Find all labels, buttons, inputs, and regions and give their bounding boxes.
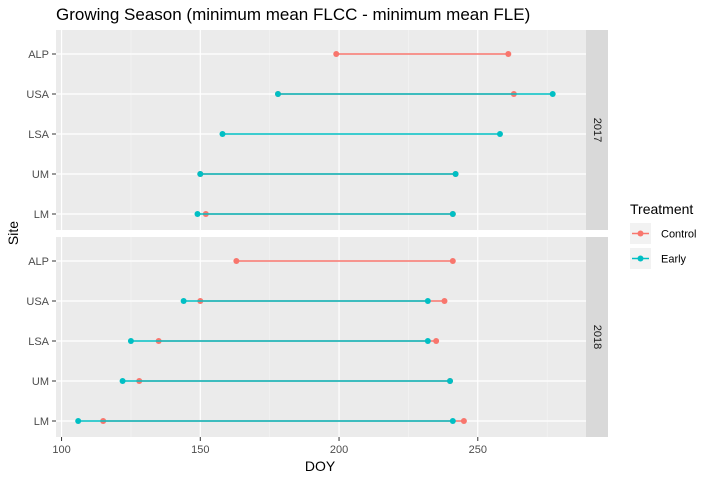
dumbbell-end-point — [449, 418, 456, 424]
facet-panel-2017: ALP USA LSA UM LM 2017 — [26, 30, 608, 230]
y-tick-label: ALP — [28, 49, 49, 61]
panel-background — [56, 30, 586, 230]
chart-title: Growing Season (minimum mean FLCC - mini… — [56, 5, 530, 24]
dumbbell-end-point — [447, 378, 454, 384]
dumbbell-end-point — [424, 298, 431, 304]
x-tick-label: 150 — [191, 444, 209, 456]
y-tick-label: USA — [26, 296, 49, 308]
dumbbell-alp-control — [233, 258, 456, 264]
legend-entry-early: Early — [630, 248, 687, 269]
y-tick-label: LM — [34, 416, 49, 428]
dumbbell-um-early — [197, 171, 459, 177]
y-tick-label: UM — [32, 376, 49, 388]
y-tick-label: LSA — [28, 129, 49, 141]
dumbbell-start-point — [75, 418, 82, 424]
dumbbell-lm-early — [75, 418, 456, 424]
legend-key-point — [637, 230, 644, 237]
panel-background — [56, 237, 586, 437]
dumbbell-end-point — [496, 131, 503, 137]
facet-strip — [586, 30, 608, 230]
dumbbell-start-point — [333, 51, 340, 57]
y-tick-label: LSA — [28, 336, 49, 348]
legend-label: Early — [661, 254, 687, 266]
dumbbell-end-point — [452, 171, 459, 177]
dumbbell-start-point — [197, 171, 204, 177]
dumbbell-end-point — [449, 211, 456, 217]
dumbbell-alp-control — [333, 51, 512, 57]
dumbbell-start-point — [119, 378, 126, 384]
dumbbell-start-point — [233, 258, 240, 264]
y-axis-title: Site — [5, 221, 21, 245]
dumbbell-end-point — [449, 258, 456, 264]
facet-strip-label: 2017 — [591, 118, 603, 142]
dumbbell-end-point — [460, 418, 467, 424]
legend-key-point — [637, 255, 644, 262]
legend-title: Treatment — [630, 201, 693, 217]
dumbbell-start-point — [127, 338, 134, 344]
x-axis-title: DOY — [305, 458, 336, 474]
dumbbell-end-point — [441, 298, 448, 304]
facet-strip — [586, 237, 608, 437]
y-tick-label: UM — [32, 169, 49, 181]
dumbbell-usa-early — [180, 298, 431, 304]
y-tick-label: LM — [34, 209, 49, 221]
x-tick-label: 200 — [330, 444, 348, 456]
dumbbell-start-point — [274, 91, 281, 97]
x-tick-label: 250 — [469, 444, 487, 456]
y-tick-label: ALP — [28, 256, 49, 268]
legend-entry-control: Control — [630, 223, 696, 244]
legend-label: Control — [661, 229, 696, 241]
dumbbell-usa-early — [274, 91, 556, 97]
x-axis: 100 150 200 250 — [52, 437, 487, 456]
dumbbell-start-point — [194, 211, 201, 217]
y-tick-label: USA — [26, 89, 49, 101]
dumbbell-end-point — [433, 338, 440, 344]
facet-panel-2018: ALP USA LSA UM LM 2018 — [26, 237, 608, 437]
dumbbell-start-point — [180, 298, 187, 304]
dumbbell-lm-early — [194, 211, 456, 217]
dumbbell-end-point — [424, 338, 431, 344]
legend: Treatment Control Early — [630, 201, 696, 269]
dumbbell-lsa-early — [219, 131, 503, 137]
x-tick-label: 100 — [52, 444, 70, 456]
dumbbell-end-point — [549, 91, 556, 97]
dumbbell-end-point — [505, 51, 512, 57]
dumbbell-um-early — [119, 378, 454, 384]
facet-panels: ALP USA LSA UM LM 2017 ALP USA LSA UM LM 2018 — [26, 30, 608, 437]
dumbbell-start-point — [219, 131, 226, 137]
dumbbell-lsa-early — [127, 338, 431, 344]
facet-strip-label: 2018 — [591, 325, 603, 349]
